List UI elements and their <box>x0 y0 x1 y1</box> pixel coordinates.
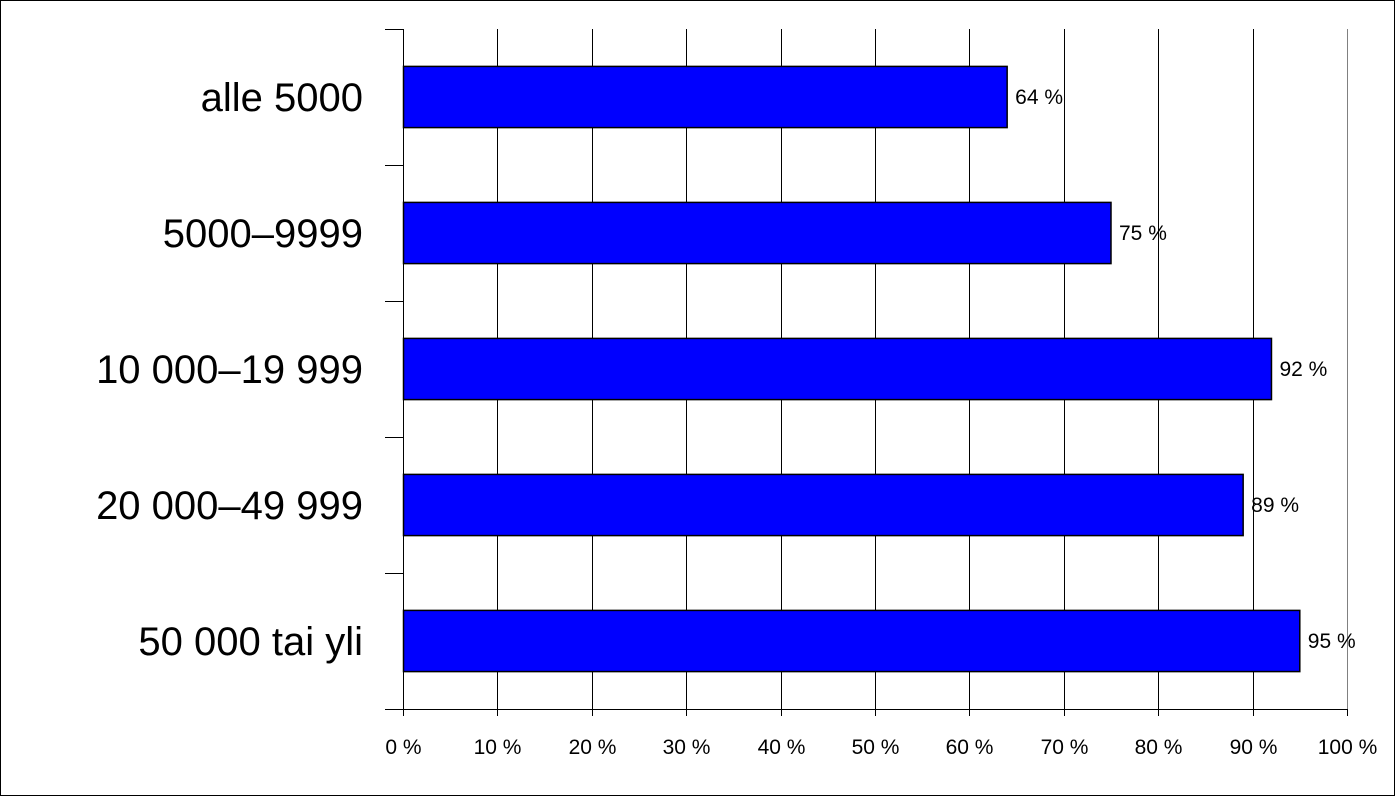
axes <box>385 29 1348 716</box>
x-tick-label: 60 % <box>946 736 994 759</box>
category-label: 20 000–49 999 <box>96 484 363 528</box>
x-tick-label: 100 % <box>1318 736 1378 759</box>
category-label: 10 000–19 999 <box>96 348 363 392</box>
data-label: 64 % <box>1015 86 1063 109</box>
bar <box>402 609 1301 673</box>
category-label: 50 000 tai yli <box>138 620 363 664</box>
data-label: 75 % <box>1119 222 1167 245</box>
category-label: alle 5000 <box>201 76 363 120</box>
bar <box>402 337 1273 401</box>
category-label: 5000–9999 <box>163 212 363 256</box>
bar <box>402 473 1244 537</box>
data-label: 89 % <box>1251 494 1299 517</box>
data-label: 92 % <box>1279 358 1327 381</box>
x-tick-label: 10 % <box>474 736 522 759</box>
bar <box>402 201 1112 265</box>
x-tick-label: 20 % <box>569 736 617 759</box>
x-tick-label: 70 % <box>1041 736 1089 759</box>
bars <box>402 65 1301 673</box>
x-tick-label: 0 % <box>385 736 421 759</box>
x-tick-label: 30 % <box>663 736 711 759</box>
x-tick-label: 40 % <box>758 736 806 759</box>
x-tick-label: 50 % <box>852 736 900 759</box>
x-tick-label: 90 % <box>1230 736 1278 759</box>
x-tick-label: 80 % <box>1135 736 1183 759</box>
data-label: 95 % <box>1308 630 1356 653</box>
labels: 0 % 10 % 20 % 30 % 40 % 50 % 60 % 70 % 80 % 90 % 1… <box>96 76 1377 759</box>
bar <box>402 65 1008 129</box>
